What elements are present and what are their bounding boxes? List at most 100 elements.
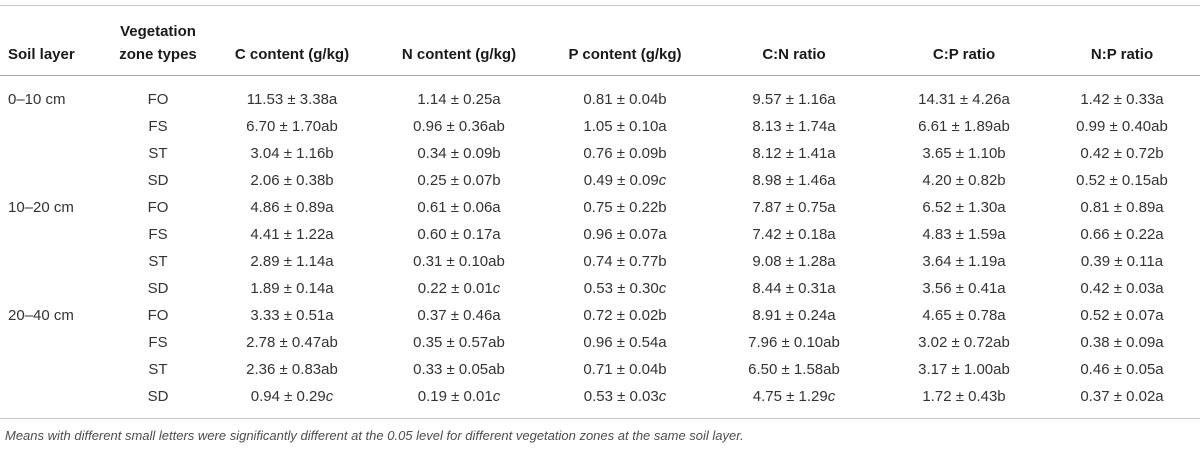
table-header-row: Soil layer Vegetation zone types C content … [0, 6, 1200, 76]
value-cell-n-content: 0.19 ± 0.01c [417, 388, 501, 405]
value-cell-p-content: 0.71 ± 0.04b [583, 361, 667, 378]
column-header-c-content: C content (g/kg) [234, 46, 350, 63]
value-cell-cp-ratio: 3.02 ± 0.72ab [918, 334, 1010, 351]
table-row: ST 3.04 ± 1.16b 0.34 ± 0.09b 0.76 ± 0.09b 8.… [0, 140, 1200, 167]
value-cell-cn-ratio: 9.08 ± 1.28a [752, 253, 836, 270]
value-cell-np-ratio: 0.39 ± 0.11a [1080, 253, 1164, 270]
value-cell-c-content: 3.33 ± 0.51a [250, 307, 334, 324]
table-row: ST 2.36 ± 0.83ab 0.33 ± 0.05ab 0.71 ± 0.04b… [0, 356, 1200, 383]
vegetation-zone-cell: SD [147, 172, 169, 189]
value-cell-np-ratio: 0.37 ± 0.02a [1080, 388, 1164, 405]
value-cell-cp-ratio: 1.72 ± 0.43b [922, 388, 1006, 405]
value-cell-c-content: 4.41 ± 1.22a [250, 226, 334, 243]
column-header-np-ratio: N:P ratio [1090, 46, 1154, 63]
value-cell-np-ratio: 0.52 ± 0.15ab [1076, 172, 1168, 189]
value-cell-p-content: 0.96 ± 0.07a [583, 226, 667, 243]
vegetation-zone-cell: SD [147, 388, 169, 405]
value-cell-p-content: 0.49 ± 0.09c [583, 172, 667, 189]
value-cell-c-content: 3.04 ± 1.16b [250, 145, 334, 162]
vegetation-zone-cell: FS [148, 226, 168, 243]
vegetation-zone-cell: ST [148, 145, 168, 162]
value-cell-p-content: 0.76 ± 0.09b [583, 145, 667, 162]
column-header-cp-ratio: C:P ratio [932, 46, 996, 63]
value-cell-np-ratio: 0.38 ± 0.09a [1080, 334, 1164, 351]
value-cell-cn-ratio: 4.75 ± 1.29c [752, 388, 836, 405]
value-cell-c-content: 2.89 ± 1.14a [250, 253, 334, 270]
value-cell-c-content: 2.06 ± 0.38b [250, 172, 334, 189]
soil-layer-cell: 10–20 cm [8, 199, 74, 216]
value-cell-np-ratio: 0.46 ± 0.05a [1080, 361, 1164, 378]
value-cell-n-content: 1.14 ± 0.25a [417, 91, 501, 108]
vegetation-zone-cell: FO [147, 199, 169, 216]
table-row: FS 2.78 ± 0.47ab 0.35 ± 0.57ab 0.96 ± 0.54a… [0, 329, 1200, 356]
table-row: ST 2.89 ± 1.14a 0.31 ± 0.10ab 0.74 ± 0.77b 9… [0, 248, 1200, 275]
value-cell-n-content: 0.37 ± 0.46a [417, 307, 501, 324]
value-cell-n-content: 0.25 ± 0.07b [417, 172, 501, 189]
value-cell-cp-ratio: 6.61 ± 1.89ab [918, 118, 1010, 135]
value-cell-p-content: 0.74 ± 0.77b [583, 253, 667, 270]
value-cell-cn-ratio: 9.57 ± 1.16a [752, 91, 836, 108]
value-cell-cp-ratio: 3.64 ± 1.19a [922, 253, 1006, 270]
value-cell-np-ratio: 0.42 ± 0.03a [1080, 280, 1164, 297]
vegetation-zone-cell: ST [148, 253, 168, 270]
vegetation-zone-cell: FO [147, 91, 169, 108]
value-cell-c-content: 0.94 ± 0.29c [250, 388, 334, 405]
column-header-cn-ratio: C:N ratio [762, 46, 826, 63]
value-cell-cn-ratio: 6.50 ± 1.58ab [748, 361, 840, 378]
value-cell-np-ratio: 0.99 ± 0.40ab [1076, 118, 1168, 135]
value-cell-cp-ratio: 3.56 ± 0.41a [922, 280, 1006, 297]
value-cell-p-content: 0.96 ± 0.54a [583, 334, 667, 351]
value-cell-c-content: 2.78 ± 0.47ab [246, 334, 338, 351]
value-cell-cp-ratio: 4.65 ± 0.78a [922, 307, 1006, 324]
value-cell-n-content: 0.31 ± 0.10ab [413, 253, 505, 270]
value-cell-p-content: 0.75 ± 0.22b [583, 199, 667, 216]
value-cell-n-content: 0.35 ± 0.57ab [413, 334, 505, 351]
table-row: SD 1.89 ± 0.14a 0.22 ± 0.01c 0.53 ± 0.30c 8.… [0, 275, 1200, 302]
value-cell-np-ratio: 0.42 ± 0.72b [1080, 145, 1164, 162]
value-cell-np-ratio: 0.81 ± 0.89a [1080, 199, 1164, 216]
value-cell-cp-ratio: 6.52 ± 1.30a [922, 199, 1006, 216]
value-cell-np-ratio: 0.52 ± 0.07a [1080, 307, 1164, 324]
value-cell-n-content: 0.60 ± 0.17a [417, 226, 501, 243]
table-row: 20–40 cm FO 3.33 ± 0.51a 0.37 ± 0.46a 0.72 ±… [0, 302, 1200, 329]
value-cell-cn-ratio: 8.13 ± 1.74a [752, 118, 836, 135]
value-cell-p-content: 0.81 ± 0.04b [583, 91, 667, 108]
value-cell-cn-ratio: 8.91 ± 0.24a [752, 307, 836, 324]
soil-layer-cell: 20–40 cm [8, 307, 74, 324]
vegetation-zone-cell: SD [147, 280, 169, 297]
value-cell-n-content: 0.96 ± 0.36ab [413, 118, 505, 135]
vegetation-zone-cell: FO [147, 307, 169, 324]
stoichiometry-table: Soil layer Vegetation zone types C content … [0, 5, 1200, 419]
table-row: FS 6.70 ± 1.70ab 0.96 ± 0.36ab 1.05 ± 0.10a… [0, 113, 1200, 140]
value-cell-p-content: 1.05 ± 0.10a [583, 118, 667, 135]
column-header-soil-layer: Soil layer [8, 46, 75, 63]
value-cell-cp-ratio: 4.83 ± 1.59a [922, 226, 1006, 243]
value-cell-c-content: 6.70 ± 1.70ab [246, 118, 338, 135]
vegetation-zone-cell: FS [148, 334, 168, 351]
value-cell-c-content: 4.86 ± 0.89a [250, 199, 334, 216]
table-row: FS 4.41 ± 1.22a 0.60 ± 0.17a 0.96 ± 0.07a 7.… [0, 221, 1200, 248]
value-cell-n-content: 0.33 ± 0.05ab [413, 361, 505, 378]
value-cell-np-ratio: 1.42 ± 0.33a [1080, 91, 1164, 108]
value-cell-c-content: 11.53 ± 3.38a [246, 91, 338, 108]
table-row: 10–20 cm FO 4.86 ± 0.89a 0.61 ± 0.06a 0.75 ±… [0, 194, 1200, 221]
value-cell-p-content: 0.72 ± 0.02b [583, 307, 667, 324]
column-header-p-content: P content (g/kg) [568, 46, 682, 63]
value-cell-c-content: 2.36 ± 0.83ab [246, 361, 338, 378]
value-cell-np-ratio: 0.66 ± 0.22a [1080, 226, 1164, 243]
value-cell-p-content: 0.53 ± 0.03c [583, 388, 667, 405]
value-cell-cn-ratio: 8.12 ± 1.41a [752, 145, 836, 162]
table-row: SD 0.94 ± 0.29c 0.19 ± 0.01c 0.53 ± 0.03c 4.… [0, 383, 1200, 410]
value-cell-n-content: 0.61 ± 0.06a [417, 199, 501, 216]
value-cell-p-content: 0.53 ± 0.30c [583, 280, 667, 297]
value-cell-cn-ratio: 7.42 ± 0.18a [752, 226, 836, 243]
column-header-n-content: N content (g/kg) [401, 46, 517, 63]
value-cell-cn-ratio: 8.98 ± 1.46a [752, 172, 836, 189]
table-body: 0–10 cm FO 11.53 ± 3.38a 1.14 ± 0.25a 0.81 ±… [0, 76, 1200, 419]
value-cell-cp-ratio: 3.65 ± 1.10b [922, 145, 1006, 162]
vegetation-zone-cell: FS [148, 118, 168, 135]
value-cell-cp-ratio: 14.31 ± 4.26a [918, 91, 1010, 108]
value-cell-cp-ratio: 4.20 ± 0.82b [922, 172, 1006, 189]
vegetation-zone-cell: ST [148, 361, 168, 378]
